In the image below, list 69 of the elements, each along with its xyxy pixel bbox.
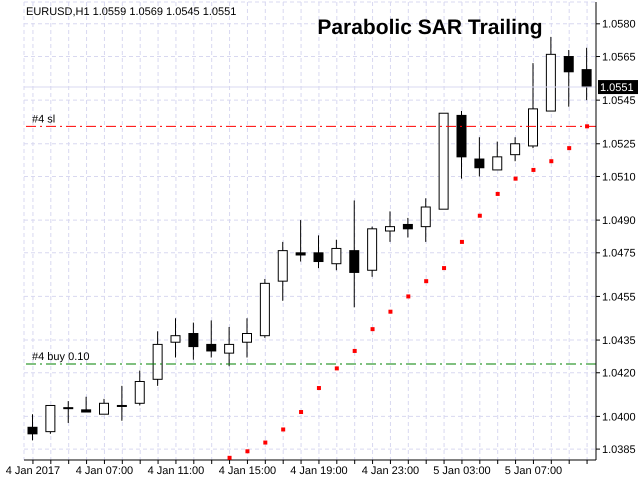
y-tick-label: 1.0545 xyxy=(602,95,636,108)
point xyxy=(299,410,304,414)
candlestick xyxy=(99,398,109,415)
point xyxy=(228,456,232,460)
x-tick-label: 4 Jan 23:00 xyxy=(362,464,420,477)
candlestick xyxy=(331,239,342,271)
point xyxy=(424,279,428,284)
candlestick xyxy=(134,370,145,406)
x-tick-label: 4 Jan 07:00 xyxy=(76,464,134,477)
y-tick-label: 1.0420 xyxy=(602,368,636,380)
x-tick-label: 4 Jan 2017 xyxy=(6,464,60,477)
candlestick xyxy=(242,318,252,358)
candlestick xyxy=(116,385,127,422)
candlestick xyxy=(296,220,306,262)
candlestick xyxy=(474,136,484,177)
candlestick xyxy=(63,400,74,424)
ref-line-label: 1.0551 xyxy=(600,82,634,94)
y-tick-label: 1.0580 xyxy=(602,18,636,31)
x-tick-label: 4 Jan 19:00 xyxy=(290,464,348,477)
point xyxy=(567,146,572,150)
y-tick-label: 1.0455 xyxy=(602,291,636,304)
candlestick xyxy=(81,396,92,413)
chart-subtitle: EURUSD,H1 1.0559 1.0569 1.0545 1.0551 xyxy=(26,6,236,18)
y-tick-label: 1.0510 xyxy=(602,171,636,184)
candlestick xyxy=(420,198,431,242)
y-tick-label: 1.0435 xyxy=(602,334,636,347)
text: Parabolic SAR Trailing xyxy=(316,16,544,40)
ref-line-label: #4 sl xyxy=(32,113,56,126)
x-tick-label: 5 Jan 03:00 xyxy=(433,464,491,477)
point xyxy=(460,240,464,244)
candlestick xyxy=(349,200,360,308)
candlestick xyxy=(402,217,413,238)
point xyxy=(531,168,536,172)
point xyxy=(585,124,590,128)
point xyxy=(334,366,339,370)
point xyxy=(263,440,268,445)
y-tick-label: 1.0385 xyxy=(602,444,636,456)
point xyxy=(316,386,321,390)
y-tick-label: 1.0525 xyxy=(602,138,636,151)
candlestick xyxy=(510,136,520,162)
point xyxy=(388,310,392,314)
candlestick xyxy=(314,234,324,269)
point xyxy=(549,159,554,164)
point xyxy=(478,214,482,218)
y-tick-label: 1.0565 xyxy=(602,51,636,64)
point xyxy=(352,348,357,353)
x-tick-label: 4 Jan 11:00 xyxy=(148,464,204,477)
x-tick-label: 4 Jan 15:00 xyxy=(218,464,276,477)
point xyxy=(281,427,286,432)
y-tick-label: 1.0490 xyxy=(602,215,636,227)
candlestick xyxy=(582,47,592,101)
point xyxy=(496,192,500,196)
candlestick xyxy=(28,414,38,441)
point xyxy=(406,294,410,298)
candlestick xyxy=(224,326,234,367)
y-tick-label: 1.0475 xyxy=(602,248,636,260)
candlestick xyxy=(188,322,198,360)
ref-line-label: #4 buy 0.10 xyxy=(32,351,90,364)
y-tick-label: 1.0400 xyxy=(602,411,636,424)
candlestick xyxy=(170,318,180,358)
point xyxy=(514,176,518,181)
point xyxy=(442,266,446,270)
candlestick xyxy=(564,49,574,108)
point xyxy=(245,449,250,454)
point xyxy=(370,327,375,332)
candlestick xyxy=(206,320,216,358)
x-tick-label: 5 Jan 07:00 xyxy=(504,464,562,477)
candlestick xyxy=(492,141,502,170)
candlestick xyxy=(385,210,395,242)
